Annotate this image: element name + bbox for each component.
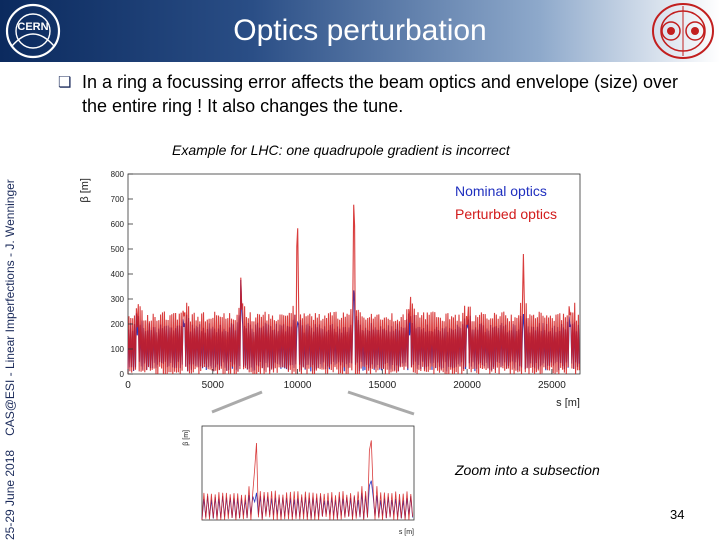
chart-caption: Example for LHC: one quadrupole gradient… [172,142,510,158]
y-axis-label: β [m] [183,430,190,446]
checkbox-bullet-icon: ❏ [58,74,72,91]
y-tick-label: 600 [111,220,125,229]
x-axis-label: s [m] [399,529,414,536]
x-tick-label: 20000 [453,380,481,391]
y-tick-label: 800 [111,170,125,179]
zoom-beta-chart: s [m] β [m] [183,425,415,536]
legend-perturbed: Perturbed optics [455,206,557,222]
x-tick-label: 0 [125,380,131,391]
y-tick-label: 100 [111,345,125,354]
x-tick-label: 25000 [538,380,566,391]
x-axis-label: s [m] [556,397,580,408]
y-tick-label: 0 [120,370,125,379]
dipole-field-logo [652,3,714,59]
plot-frame [201,425,415,521]
header-bar [0,0,720,62]
y-tick-label: 300 [111,295,125,304]
y-tick-label: 700 [111,195,125,204]
y-tick-label: 200 [111,320,125,329]
sidebar-date: 25-29 June 2018 [3,449,17,540]
series-line-perturbed [127,204,580,375]
series-line-perturbed [201,440,413,521]
sidebar-text: 25-29 June 2018 CAS@ESI - Linear Imperfe… [0,145,20,540]
x-tick-label: 5000 [202,380,225,391]
zoom-caption: Zoom into a subsection [455,462,600,478]
sidebar-event: CAS@ESI - Linear Imperfections - J. Wenn… [3,179,17,436]
slide-title: Optics perturbation [233,14,487,47]
legend-nominal: Nominal optics [455,183,547,199]
x-tick-label: 15000 [368,380,396,391]
y-tick-label: 500 [111,245,125,254]
x-tick-label: 10000 [284,380,312,391]
bullet-text: In a ring a focussing error affects the … [82,72,678,116]
cern-logo-text: CERN [17,21,48,33]
main-beta-chart: 0 5000 10000 15000 20000 25000 0 100 200 300 400 50… [79,170,581,408]
cern-logo: CERN [5,3,61,59]
y-tick-label: 400 [111,270,125,279]
y-axis-label: β [m] [79,178,91,203]
page-number: 34 [670,507,685,522]
